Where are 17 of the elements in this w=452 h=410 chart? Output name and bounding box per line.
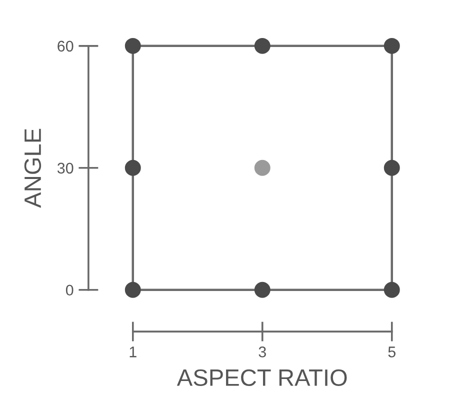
x-tick-label: 1 [130,346,136,358]
point [254,282,270,298]
point [384,38,400,54]
point [124,160,141,176]
x-tick-label: 3 [258,346,266,358]
y-tick-label: 0 [66,284,74,296]
point [124,282,141,298]
point [254,160,270,176]
point [124,38,141,54]
point [384,160,400,176]
y-tick-label: 30 [57,162,74,174]
y-axis-title: ANGLE [24,128,42,208]
x-axis-title: ASPECT RATIO [176,369,347,386]
x-tick-label: 5 [388,346,396,358]
y-tick-label: 60 [58,40,74,52]
point [254,38,270,54]
point [384,282,400,298]
